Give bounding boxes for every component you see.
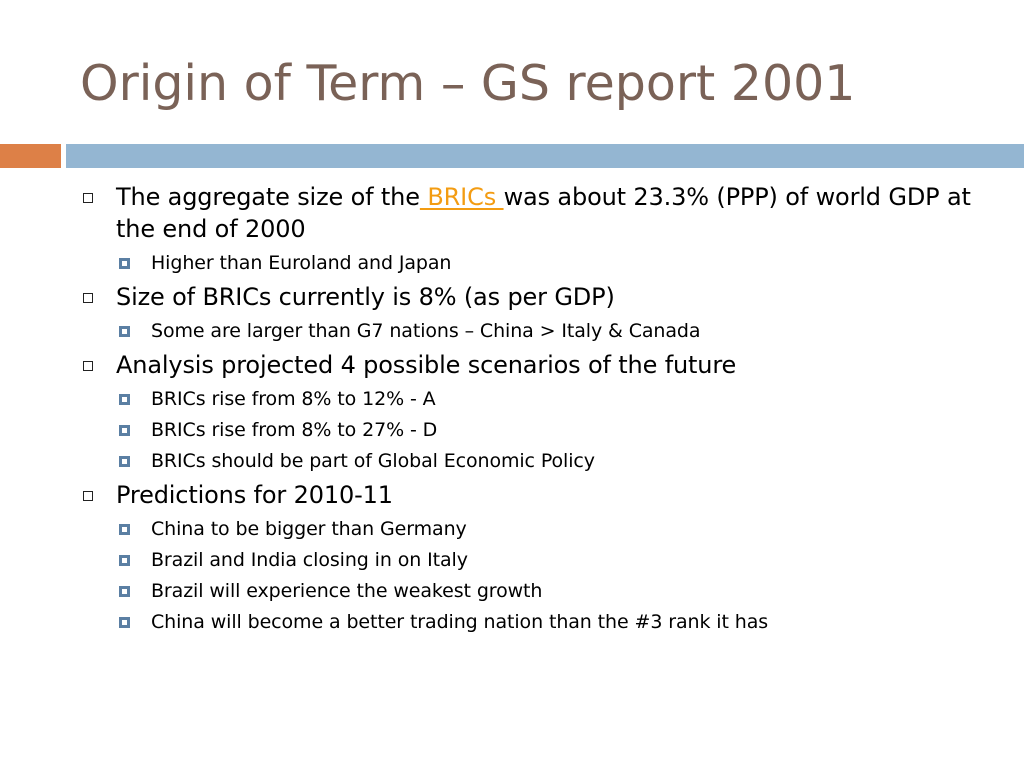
sub-bullet-item: BRICs should be part of Global Economic … bbox=[116, 448, 1000, 474]
sub-bullet-text: China to be bigger than Germany bbox=[151, 518, 467, 540]
filled-square-bullet-icon bbox=[119, 258, 130, 269]
square-bullet-icon bbox=[83, 193, 93, 203]
bullet-text: Size of BRICs currently is 8% (as per GD… bbox=[116, 283, 615, 311]
bullet-text: Analysis projected 4 possible scenarios … bbox=[116, 351, 737, 379]
sub-bullet-item: BRICs rise from 8% to 12% - A bbox=[116, 386, 1000, 412]
sub-bullet-list: China to be bigger than Germany Brazil a… bbox=[116, 516, 1000, 635]
sub-bullet-text: Brazil and India closing in on Italy bbox=[151, 549, 468, 571]
slide-title: Origin of Term – GS report 2001 bbox=[80, 55, 856, 112]
sub-bullet-text: China will become a better trading natio… bbox=[151, 611, 769, 633]
sub-bullet-list: Some are larger than G7 nations – China … bbox=[116, 318, 1000, 344]
bullet-list: The aggregate size of the BRICs was abou… bbox=[80, 181, 1000, 635]
filled-square-bullet-icon bbox=[119, 456, 130, 467]
bullet-text: The aggregate size of the BRICs was abou… bbox=[116, 181, 1000, 245]
sub-bullet-text: Higher than Euroland and Japan bbox=[151, 252, 452, 274]
bullet-text-suffix: was about 23.3% (PPP) of world GDP at th… bbox=[116, 183, 971, 243]
filled-square-bullet-icon bbox=[119, 326, 130, 337]
sub-bullet-item: Brazil will experience the weakest growt… bbox=[116, 578, 1000, 604]
sub-bullet-item: Higher than Euroland and Japan bbox=[116, 250, 1000, 276]
sub-bullet-item: Some are larger than G7 nations – China … bbox=[116, 318, 1000, 344]
accent-bar bbox=[0, 144, 61, 168]
bullet-text: Predictions for 2010-11 bbox=[116, 481, 393, 509]
square-bullet-icon bbox=[83, 293, 93, 303]
filled-square-bullet-icon bbox=[119, 524, 130, 535]
bullet-item: Predictions for 2010-11 China to be bigg… bbox=[80, 479, 1000, 635]
filled-square-bullet-icon bbox=[119, 617, 130, 628]
sub-bullet-text: Brazil will experience the weakest growt… bbox=[151, 580, 543, 602]
sub-bullet-text: BRICs should be part of Global Economic … bbox=[151, 450, 595, 472]
filled-square-bullet-icon bbox=[119, 394, 130, 405]
sub-bullet-text: Some are larger than G7 nations – China … bbox=[151, 320, 701, 342]
sub-bullet-item: Brazil and India closing in on Italy bbox=[116, 547, 1000, 573]
sub-bullet-item: BRICs rise from 8% to 27% - D bbox=[116, 417, 1000, 443]
bullet-item: Analysis projected 4 possible scenarios … bbox=[80, 349, 1000, 474]
square-bullet-icon bbox=[83, 361, 93, 371]
bullet-item: Size of BRICs currently is 8% (as per GD… bbox=[80, 281, 1000, 344]
sub-bullet-text: BRICs rise from 8% to 27% - D bbox=[151, 419, 438, 441]
sub-bullet-text: BRICs rise from 8% to 12% - A bbox=[151, 388, 436, 410]
filled-square-bullet-icon bbox=[119, 555, 130, 566]
filled-square-bullet-icon bbox=[119, 586, 130, 597]
sub-bullet-list: Higher than Euroland and Japan bbox=[116, 250, 1000, 276]
bullet-item: The aggregate size of the BRICs was abou… bbox=[80, 181, 1000, 276]
sub-bullet-list: BRICs rise from 8% to 12% - A BRICs rise… bbox=[116, 386, 1000, 474]
square-bullet-icon bbox=[83, 491, 93, 501]
divider-bar bbox=[66, 144, 1024, 168]
brics-link[interactable]: BRICs bbox=[419, 183, 504, 211]
sub-bullet-item: China will become a better trading natio… bbox=[116, 609, 1000, 635]
bullet-text-prefix: The aggregate size of the bbox=[116, 183, 420, 211]
slide-content: The aggregate size of the BRICs was abou… bbox=[80, 178, 1000, 640]
sub-bullet-item: China to be bigger than Germany bbox=[116, 516, 1000, 542]
filled-square-bullet-icon bbox=[119, 425, 130, 436]
